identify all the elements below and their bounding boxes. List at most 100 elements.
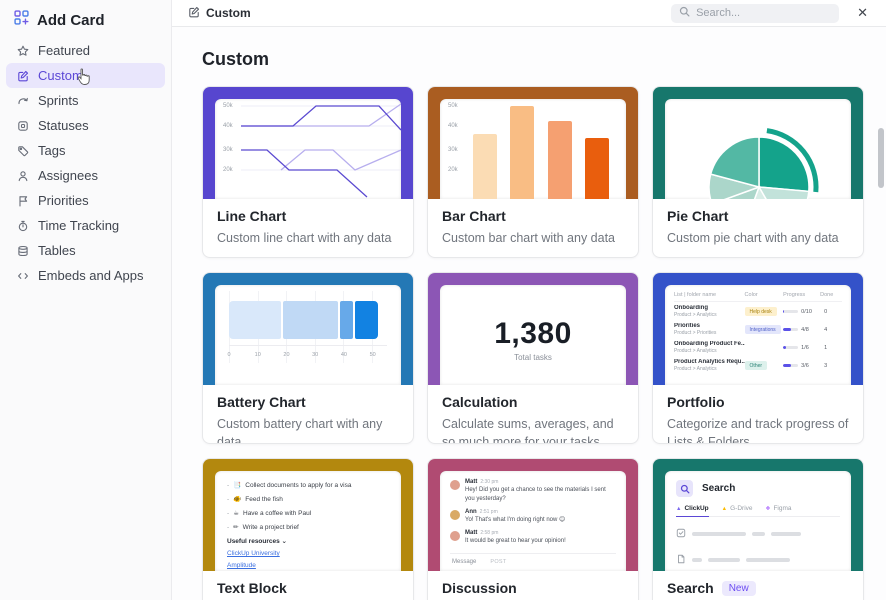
- checklist-item: - ✏ Write a project brief: [227, 524, 299, 531]
- sidebar-item-priorities[interactable]: Priorities: [6, 188, 165, 213]
- avatar: [450, 510, 460, 520]
- calculation-label: Total tasks: [514, 352, 552, 362]
- sidebar-item-label: Priorities: [38, 193, 89, 208]
- portfolio-row: Product Analytics Requ... Product > Analy…: [674, 359, 828, 372]
- card-discussion[interactable]: Matt 2:30 pm Hey! Did you get a chance to …: [427, 458, 639, 600]
- sidebar-item-label: Time Tracking: [38, 218, 120, 233]
- card-title: Text Block: [217, 580, 287, 596]
- portfolio-preview: List | folder name Color Progress Done Onbo…: [653, 273, 863, 385]
- stopwatch-icon: [16, 220, 29, 232]
- battery-chart-preview: 0 10 20 30 40 50: [203, 273, 413, 385]
- card-line-chart[interactable]: 50k 40k 30k 20k: [202, 86, 414, 258]
- search-placeholder: Search...: [696, 7, 741, 19]
- portfolio-column-header: List | folder name: [674, 292, 717, 298]
- checklist-item: - ☕ Have a coffee with Paul: [227, 510, 312, 517]
- sidebar-item-tags[interactable]: Tags: [6, 138, 165, 163]
- bar-chart-preview: 50k 40k 30k 20k: [428, 87, 638, 199]
- doc-section-heading: Useful resources ⌄: [227, 538, 287, 545]
- g-drive-logo-icon: ▲: [721, 505, 728, 512]
- search-icon: [676, 480, 693, 497]
- sidebar-item-time-tracking[interactable]: Time Tracking: [6, 213, 165, 238]
- category-badge: Other: [744, 361, 768, 370]
- card-title: Search: [667, 580, 714, 596]
- post-button-label: POST: [490, 559, 507, 565]
- calculation-value: 1,380: [494, 316, 572, 350]
- main-panel: Custom 50k 40k 30k 20k: [172, 27, 886, 600]
- card-title: Pie Chart: [667, 208, 729, 224]
- scrollbar-thumb[interactable]: [878, 128, 884, 188]
- card-title: Calculation: [442, 394, 518, 410]
- checklist-item: - 📑 Collect documents to apply for a visa: [227, 482, 352, 489]
- sidebar-item-label: Embeds and Apps: [38, 268, 144, 283]
- code-icon: [16, 270, 29, 282]
- search-preview: Search ▲ ClickUp ▲ G-Drive ❖ Figma: [653, 459, 863, 571]
- search-preview-title: Search: [702, 483, 736, 494]
- search-icon: [679, 6, 690, 20]
- axis-tick-label: 40: [340, 352, 347, 358]
- sidebar-item-label: Statuses: [38, 118, 89, 133]
- portfolio-column-header: Progress: [783, 292, 806, 298]
- document-icon: [676, 551, 686, 569]
- bar: [472, 133, 497, 199]
- doc-link: ClickUp University: [227, 550, 280, 557]
- sidebar-item-embeds-and-apps[interactable]: Embeds and Apps: [6, 263, 165, 288]
- card-description: Custom line chart with any data: [217, 231, 392, 245]
- sidebar-item-statuses[interactable]: Statuses: [6, 113, 165, 138]
- search-input[interactable]: Search...: [671, 3, 840, 23]
- close-icon[interactable]: ✕: [857, 5, 868, 20]
- add-card-icon: [14, 10, 29, 30]
- card-description: Custom pie chart with any data: [667, 231, 839, 245]
- portfolio-row: Priorities Product > Priorities Integratio…: [674, 323, 828, 336]
- checklist-item: - 🐠 Feed the fish: [227, 496, 283, 503]
- avatar: [450, 531, 460, 541]
- pie-chart-thumbnail: [708, 128, 819, 199]
- pie-chart-preview: [653, 87, 863, 199]
- line-chart-thumbnail: [241, 103, 401, 198]
- calculation-preview: 1,380 Total tasks: [428, 273, 638, 385]
- person-icon: [16, 170, 29, 182]
- sidebar-item-assignees[interactable]: Assignees: [6, 163, 165, 188]
- sidebar-item-label: Tables: [38, 243, 76, 258]
- text-block-preview: - 📑 Collect documents to apply for a visa -…: [203, 459, 413, 571]
- card-search[interactable]: Search ▲ ClickUp ▲ G-Drive ❖ Figma: [652, 458, 864, 600]
- battery-chart-thumbnail: 0 10 20 30 40 50: [215, 285, 401, 385]
- figma-logo-icon: ❖: [765, 505, 771, 512]
- card-description: Custom bar chart with any data: [442, 231, 615, 245]
- doc-link: Amplitude: [227, 562, 256, 569]
- discussion-thread: Matt 2:30 pm Hey! Did you get a chance to …: [440, 471, 626, 571]
- battery-segment: [340, 301, 353, 339]
- avatar: [450, 480, 460, 490]
- card-bar-chart[interactable]: 50k 40k 30k 20k Bar Chart Custom bar cha…: [427, 86, 639, 258]
- line-chart-preview: 50k 40k 30k 20k: [203, 87, 413, 199]
- category-badge: Integrations: [744, 325, 781, 334]
- card-title: Bar Chart: [442, 208, 506, 224]
- clickup-logo-icon: ▲: [676, 505, 682, 512]
- sidebar-item-label: Sprints: [38, 93, 79, 108]
- battery-chart-x-axis: 0 10 20 30 40 50: [227, 345, 387, 365]
- chat-message: Matt 2:58 pm It would be great to hear you…: [450, 530, 616, 546]
- sidebar-item-featured[interactable]: Featured: [6, 38, 165, 63]
- axis-tick-label: 10: [254, 352, 261, 358]
- flag-icon: [16, 195, 29, 207]
- sidebar-item-custom[interactable]: Custom: [6, 63, 165, 88]
- sidebar-item-sprints[interactable]: Sprints: [6, 88, 165, 113]
- sidebar-item-tables[interactable]: Tables: [6, 238, 165, 263]
- search-tab-figma: ❖ Figma: [765, 505, 792, 512]
- text-block-document: - 📑 Collect documents to apply for a visa -…: [215, 471, 401, 571]
- card-text-block[interactable]: - 📑 Collect documents to apply for a visa -…: [202, 458, 414, 600]
- card-calculation[interactable]: 1,380 Total tasks Calculation Calculate …: [427, 272, 639, 444]
- card-pie-chart[interactable]: Pie Chart Custom pie chart with any data: [652, 86, 864, 258]
- bar: [547, 120, 572, 199]
- search-tab-g-drive: ▲ G-Drive: [721, 505, 753, 512]
- stack-icon: [16, 245, 29, 257]
- card-battery-chart[interactable]: 0 10 20 30 40 50 Battery Chart Custom battery…: [202, 272, 414, 444]
- bar: [585, 138, 610, 199]
- portfolio-row: Onboarding Product > Analytics Help desk 0/…: [674, 305, 828, 318]
- card-grid: 50k 40k 30k 20k: [202, 86, 886, 600]
- chat-message: Ann 2:51 pm Yo! That's what I'm doing righ…: [450, 509, 616, 525]
- search-tab-clickup: ▲ ClickUp: [676, 505, 709, 517]
- axis-tick-label: 30: [312, 352, 319, 358]
- sprint-arrow-icon: [16, 95, 29, 107]
- card-portfolio[interactable]: List | folder name Color Progress Done Onbo…: [652, 272, 864, 444]
